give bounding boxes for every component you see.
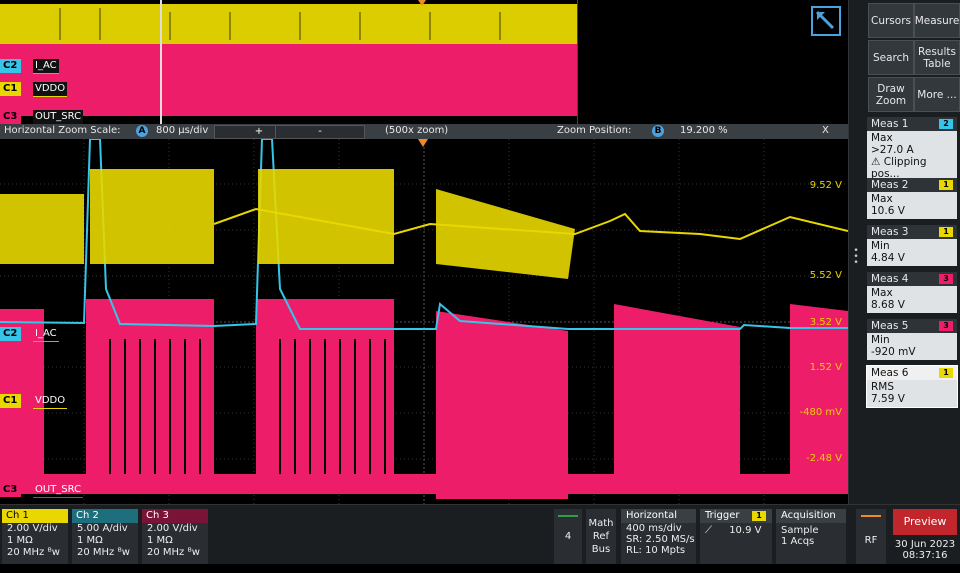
math-ref-bus-button[interactable]: Math Ref Bus (586, 509, 616, 564)
zoom-ch2-marker[interactable]: C2 I_AC (0, 327, 59, 342)
panel-drag-handle[interactable]: • • • (853, 246, 859, 268)
meas-4-channel-badge: 3 (939, 274, 953, 284)
volt-label-4: 1.52 V (809, 362, 842, 373)
channel-4-indicator (558, 515, 578, 517)
rf-button[interactable]: RF (856, 509, 886, 564)
overview-waveforms (0, 0, 577, 124)
zoom-position-label: Zoom Position: (557, 125, 632, 136)
zoom-factor: (500x zoom) (385, 125, 449, 136)
zoom-position-knob-marker: B (652, 125, 664, 137)
zoom-ch1-trace (0, 169, 848, 279)
meas-5-channel-badge: 3 (939, 321, 953, 331)
ch3-badge[interactable]: Ch 3 2.00 V/div 1 MΩ 20 MHz ᴮw (142, 509, 208, 564)
rf-indicator (861, 515, 881, 517)
zoom-waveforms (0, 139, 848, 504)
draw-zoom-button[interactable]: Draw Zoom (868, 77, 914, 112)
ch2-badge[interactable]: Ch 2 5.00 A/div 1 MΩ 20 MHz ᴮw (72, 509, 138, 564)
overview-waveform-area[interactable]: C2 I_AC C1 VDDO C3 OUT_SRC (0, 0, 849, 125)
zoom-scale-label: Horizontal Zoom Scale: (4, 125, 121, 136)
zoom-scale-value[interactable]: 800 µs/div (156, 125, 209, 136)
zoom-control-bar: Horizontal Zoom Scale: A 800 µs/div + - … (0, 124, 848, 139)
close-zoom-button[interactable]: X (822, 125, 829, 136)
zoom-ch3-marker[interactable]: C3 OUT_SRC (0, 483, 84, 498)
cursors-button[interactable]: Cursors (868, 3, 914, 38)
trigger-badge[interactable]: Trigger 1 ⟋ 10.9 V (700, 509, 772, 564)
measure-button[interactable]: Measure (914, 3, 960, 38)
add-channel-4-button[interactable]: 4 (554, 509, 582, 564)
meas-6-channel-badge: 1 (939, 368, 953, 378)
volt-label-5: -480 mV (799, 407, 842, 418)
meas-2-channel-badge: 1 (939, 180, 953, 190)
volt-label-6: -2.48 V (806, 453, 842, 464)
zoom-ch1-marker[interactable]: C1 VDDO (0, 394, 68, 409)
overview-ch2-marker[interactable]: C2 I_AC (0, 59, 59, 74)
horizontal-badge[interactable]: Horizontal 400 ms/div SR: 2.50 MS/s RL: … (621, 509, 696, 564)
search-button[interactable]: Search (868, 40, 914, 75)
volt-label-2: 5.52 V (809, 270, 842, 281)
date-time: 30 Jun 2023 08:37:16 (894, 539, 956, 561)
zoom-position-value[interactable]: 19.200 % (680, 125, 728, 136)
volt-label-3: 3.52 V (809, 317, 842, 328)
settings-bar: Ch 1 2.00 V/div 1 MΩ 20 MHz ᴮw Ch 2 5.00… (0, 504, 960, 564)
right-panel: Cursors Measure Search Results Table Dra… (848, 0, 960, 504)
overview-empty-region (577, 0, 849, 124)
overview-zoom-window (160, 0, 162, 124)
preview-button[interactable]: Preview (893, 509, 957, 535)
overview-ch1-marker[interactable]: C1 VDDO (0, 82, 68, 97)
trigger-source-badge: 1 (752, 511, 766, 521)
overview-ch3-trace (0, 44, 577, 116)
clipping-warning: ⚠ Clipping pos... (871, 156, 927, 180)
ch1-badge[interactable]: Ch 1 2.00 V/div 1 MΩ 20 MHz ᴮw (2, 509, 68, 564)
zoom-trigger-marker (418, 139, 428, 147)
overview-ch1-trace (0, 4, 577, 44)
meas-1-channel-badge: 2 (939, 119, 953, 129)
overview-ch3-marker[interactable]: C3 OUT_SRC (0, 110, 84, 125)
zoom-icon[interactable] (811, 6, 841, 36)
results-table-button[interactable]: Results Table (914, 40, 960, 75)
zoom-waveform-area[interactable]: C2 I_AC C1 VDDO C3 OUT_SRC 9.52 V 5.52 V… (0, 139, 848, 504)
zoom-out-button[interactable]: - (275, 125, 365, 139)
rising-edge-icon: ⟋ (705, 525, 712, 536)
volt-label-1: 9.52 V (809, 180, 842, 191)
meas-3-channel-badge: 1 (939, 227, 953, 237)
zoom-scale-knob-marker: A (136, 125, 148, 137)
more-button[interactable]: More ... (914, 77, 960, 112)
acquisition-badge[interactable]: Acquisition Sample 1 Acqs (776, 509, 846, 564)
trigger-position-marker (418, 0, 426, 6)
